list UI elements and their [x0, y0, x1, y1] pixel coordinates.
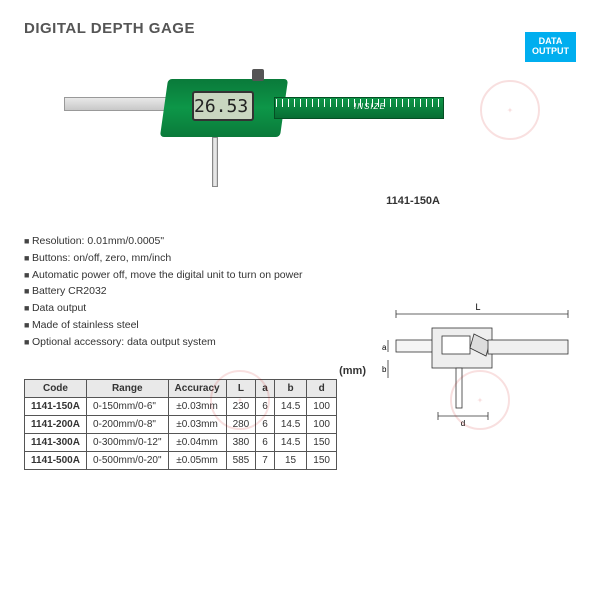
cell: 6	[256, 397, 275, 415]
spec-item: Automatic power off, move the digital un…	[24, 267, 576, 284]
cell: 585	[226, 451, 256, 469]
cell: ±0.03mm	[168, 397, 226, 415]
col-b: b	[274, 379, 306, 397]
cell: 0-300mm/0-12"	[86, 433, 168, 451]
cell: ±0.03mm	[168, 415, 226, 433]
cell: 14.5	[274, 415, 306, 433]
lcd-display: 26.53	[192, 91, 254, 121]
cell: 15	[274, 451, 306, 469]
cell: 7	[256, 451, 275, 469]
cell: 230	[226, 397, 256, 415]
cell: 14.5	[274, 397, 306, 415]
table-row: 1141-150A 0-150mm/0-6" ±0.03mm 230 6 14.…	[25, 397, 337, 415]
cell: 14.5	[274, 433, 306, 451]
cell: 1141-300A	[25, 433, 87, 451]
col-d: d	[307, 379, 337, 397]
dim-d: d	[461, 419, 465, 428]
col-accuracy: Accuracy	[168, 379, 226, 397]
cell: 380	[226, 433, 256, 451]
table-header-row: Code Range Accuracy L a b d	[25, 379, 337, 397]
dim-b: b	[382, 365, 387, 374]
col-L: L	[226, 379, 256, 397]
page-title: DIGITAL DEPTH GAGE	[24, 20, 576, 37]
cell: 0-200mm/0-8"	[86, 415, 168, 433]
col-range: Range	[86, 379, 168, 397]
cell: 0-500mm/0-20"	[86, 451, 168, 469]
cell: ±0.05mm	[168, 451, 226, 469]
table-row: 1141-500A 0-500mm/0-20" ±0.05mm 585 7 15…	[25, 451, 337, 469]
product-illustration: 26.53 INSIZE	[24, 49, 576, 209]
cell: 1141-150A	[25, 397, 87, 415]
depth-probe	[212, 137, 218, 187]
cell: 1141-200A	[25, 415, 87, 433]
badge-line1: DATA	[539, 36, 563, 46]
cell: 100	[307, 397, 337, 415]
cell: ±0.04mm	[168, 433, 226, 451]
cell: 280	[226, 415, 256, 433]
table-row: 1141-300A 0-300mm/0-12" ±0.04mm 380 6 14…	[25, 433, 337, 451]
table-row: 1141-200A 0-200mm/0-8" ±0.03mm 280 6 14.…	[25, 415, 337, 433]
dimension-diagram: L a b d	[378, 300, 578, 430]
col-a: a	[256, 379, 275, 397]
spec-item: Battery CR2032	[24, 283, 576, 300]
cell: 6	[256, 433, 275, 451]
dim-a: a	[382, 343, 387, 352]
cell: 0-150mm/0-6"	[86, 397, 168, 415]
cell: 1141-500A	[25, 451, 87, 469]
spec-table: Code Range Accuracy L a b d 1141-150A 0-…	[24, 379, 337, 470]
model-number: 1141-150A	[386, 195, 440, 207]
col-code: Code	[25, 379, 87, 397]
table-unit: (mm)	[24, 365, 366, 377]
cell: 150	[307, 451, 337, 469]
dim-L: L	[475, 302, 480, 312]
lock-knob	[252, 69, 264, 81]
brand-label: INSIZE	[354, 102, 386, 111]
spec-item: Resolution: 0.01mm/0.0005"	[24, 233, 576, 250]
cell: 150	[307, 433, 337, 451]
cell: 6	[256, 415, 275, 433]
cell: 100	[307, 415, 337, 433]
spec-item: Buttons: on/off, zero, mm/inch	[24, 250, 576, 267]
gage-base-beam	[64, 97, 174, 111]
